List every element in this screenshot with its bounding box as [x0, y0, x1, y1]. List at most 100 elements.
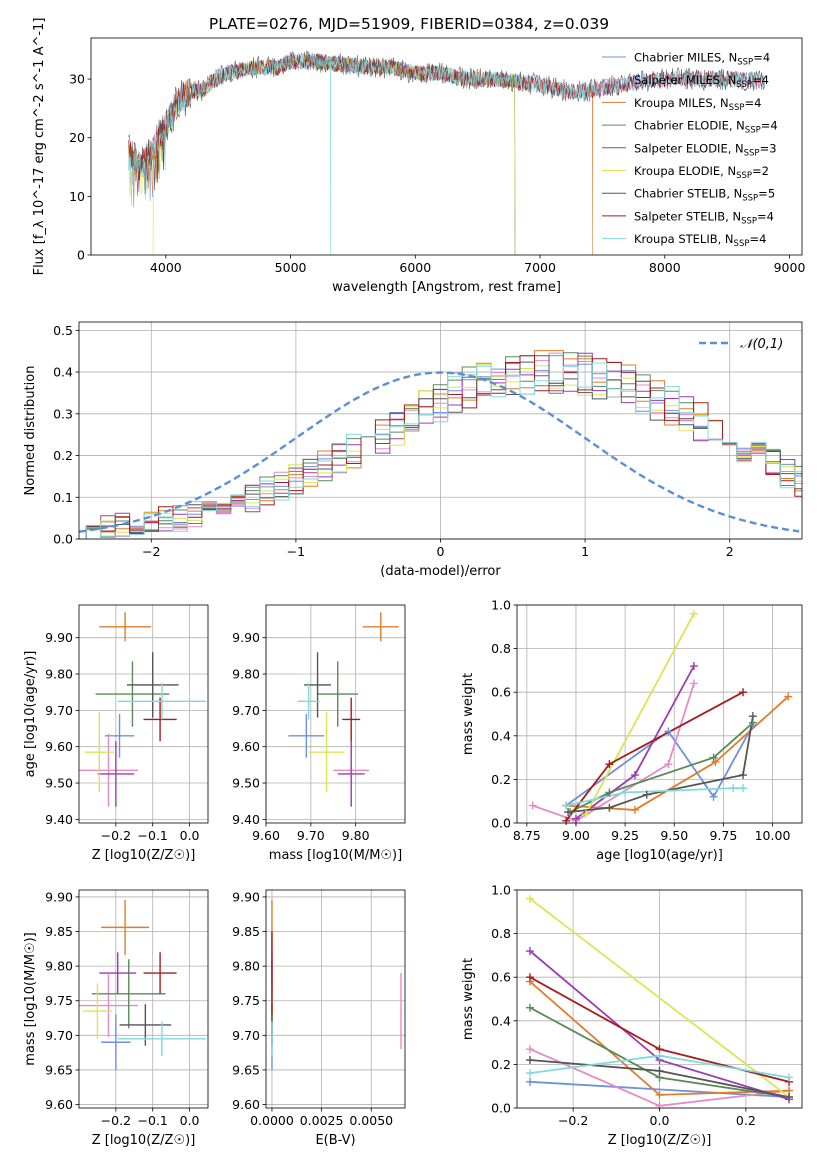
panel-ebv-vs-mass: 0.0000 0.0025 0.0050 9.60 9.65 9.70 9.75 9.80 9.… — [232, 889, 406, 1148]
y-tick-label: 0.8 — [491, 641, 511, 656]
x-tick-label: 0.2 — [736, 1113, 756, 1128]
legend-nssp-prefix: , N — [720, 164, 736, 178]
errorbar-point-2 — [101, 899, 150, 956]
legend-series-name: Chabrier ELODIE — [634, 119, 729, 133]
legend-series-name: Kroupa ELODIE — [634, 164, 720, 178]
x-tick-label: −1 — [287, 544, 305, 559]
figure-title: PLATE=0276, MJD=51909, FIBERID=0384, z=0… — [209, 15, 609, 33]
y-tick-label: 20 — [69, 130, 85, 145]
x-axis-label: Z [log10(Z/Z☉)] — [92, 848, 196, 863]
histogram-step-2 — [85, 350, 802, 539]
y-tick-label: 10 — [69, 189, 85, 204]
y-tick-label: 0.4 — [491, 728, 511, 743]
panel-age-vs-massweight: 8.75 9.00 9.25 9.50 9.75 10.00 0.0 0.2 0.4 0.6 0.8… — [461, 598, 803, 863]
legend-nssp-prefix: , N — [728, 141, 744, 155]
errorbar-point-3 — [95, 661, 170, 727]
x-axis-label: wavelength [Angstrom, rest frame] — [332, 280, 561, 295]
x-tick-label: 4000 — [150, 260, 182, 275]
legend-series-name: Chabrier MILES — [634, 51, 721, 65]
x-tick-label: −2 — [142, 544, 160, 559]
legend-label: Kroupa STELIB, NSSP=4 — [634, 232, 766, 249]
y-tick-label: 0.4 — [491, 1013, 511, 1028]
mass-weight-line-3 — [569, 722, 754, 813]
legend-nssp-value: = — [757, 209, 767, 223]
y-tick-label: 9.70 — [45, 1028, 73, 1043]
x-axis-label: E(B-V) — [315, 1133, 355, 1148]
mass-weight-marker — [525, 894, 534, 903]
y-tick-label: 9.40 — [232, 812, 260, 827]
mass-weight-marker — [564, 808, 573, 817]
legend-nssp: 4 — [762, 73, 769, 87]
errorbar-point-1 — [400, 973, 402, 1050]
mass-weight-line-8 — [565, 787, 743, 807]
errorbar-point-3 — [317, 661, 358, 727]
legend-nssp-value: = — [761, 119, 771, 133]
y-tick-label: 1.0 — [491, 598, 511, 613]
mass-weight-marker — [729, 784, 738, 793]
plot-area — [128, 50, 765, 255]
x-tick-label: 2 — [726, 544, 734, 559]
x-tick-label: 1 — [581, 544, 589, 559]
legend-nssp: 5 — [768, 187, 775, 201]
mass-weight-marker — [525, 1056, 534, 1065]
legend-series-name: Salpeter MILES — [634, 73, 720, 87]
x-axis-label: Z [log10(Z/Z☉)] — [92, 1133, 196, 1148]
legend-nssp: 3 — [769, 141, 776, 155]
errorbar-point-0 — [101, 1014, 131, 1070]
y-tick-label: 9.60 — [232, 1097, 260, 1112]
axes-frame — [516, 604, 803, 824]
mass-weight-marker — [784, 692, 793, 701]
legend-subscript: SSP — [736, 80, 752, 90]
y-tick-label: 0.0 — [53, 532, 73, 547]
mass-weight-marker — [525, 973, 534, 982]
legend-series-name: Salpeter ELODIE — [634, 141, 728, 155]
y-tick-label: 9.60 — [232, 739, 260, 754]
plot-area — [271, 899, 402, 1070]
mass-weight-marker — [528, 801, 537, 810]
x-tick-label: 9.50 — [660, 828, 688, 843]
legend-nssp-prefix: , N — [726, 187, 742, 201]
errorbar-point-5 — [308, 712, 345, 793]
y-tick-label: 30 — [69, 72, 85, 87]
y-tick-label: 9.90 — [45, 630, 73, 645]
mass-weight-marker — [739, 771, 748, 780]
legend-nssp-value: = — [749, 232, 759, 246]
x-tick-label: −0.1 — [138, 1113, 168, 1128]
errorbar-point-2 — [362, 612, 399, 642]
mass-weight-marker — [525, 1077, 534, 1086]
x-axis-label: Z [log10(Z/Z☉)] — [608, 1133, 712, 1148]
mass-weight-line-0 — [529, 1080, 790, 1098]
legend-subscript: SSP — [734, 239, 750, 249]
errorbar-point-8 — [297, 683, 320, 720]
y-tick-label: 0.2 — [491, 772, 511, 787]
mass-weight-marker — [689, 609, 698, 618]
y-tick-label: 9.65 — [45, 1062, 73, 1077]
errorbar-point-7 — [143, 697, 177, 742]
y-tick-label: 9.60 — [45, 1097, 73, 1112]
y-tick-label: 9.70 — [232, 1028, 260, 1043]
y-axis-label: mass weight — [461, 673, 476, 755]
plot-area — [288, 612, 399, 807]
y-axis-label: age [log10(age/yr)] — [23, 651, 38, 778]
y-tick-label: 9.90 — [232, 630, 260, 645]
panel-z-vs-age: −0.2 −0.1 0.0 9.40 9.50 9.60 9.70 9.80 9.90 Z [lo… — [23, 604, 209, 863]
mass-weight-line-0 — [565, 724, 754, 807]
errorbar-point-4 — [97, 741, 135, 807]
legend-label: Chabrier STELIB, NSSP=5 — [634, 187, 775, 204]
axes-frame — [90, 37, 803, 256]
legend-nssp-value: = — [753, 51, 763, 65]
y-tick-label: 9.90 — [232, 889, 260, 904]
errorbar-point-6 — [126, 652, 179, 718]
y-tick-label: 9.70 — [45, 703, 73, 718]
y-tick-label: 0.4 — [53, 365, 73, 380]
errorbar-point-8 — [117, 683, 207, 720]
mass-weight-line-2 — [566, 695, 789, 811]
legend-subscript: SSP — [744, 148, 760, 158]
x-tick-label: 6000 — [399, 260, 431, 275]
y-axis-label: mass [log10(M/M☉)] — [23, 932, 38, 1065]
legend-nssp-value: = — [744, 96, 754, 110]
legend-nssp-prefix: , N — [725, 209, 741, 223]
errorbar-point-7 — [271, 931, 273, 1015]
y-tick-label: 0.3 — [53, 406, 73, 421]
